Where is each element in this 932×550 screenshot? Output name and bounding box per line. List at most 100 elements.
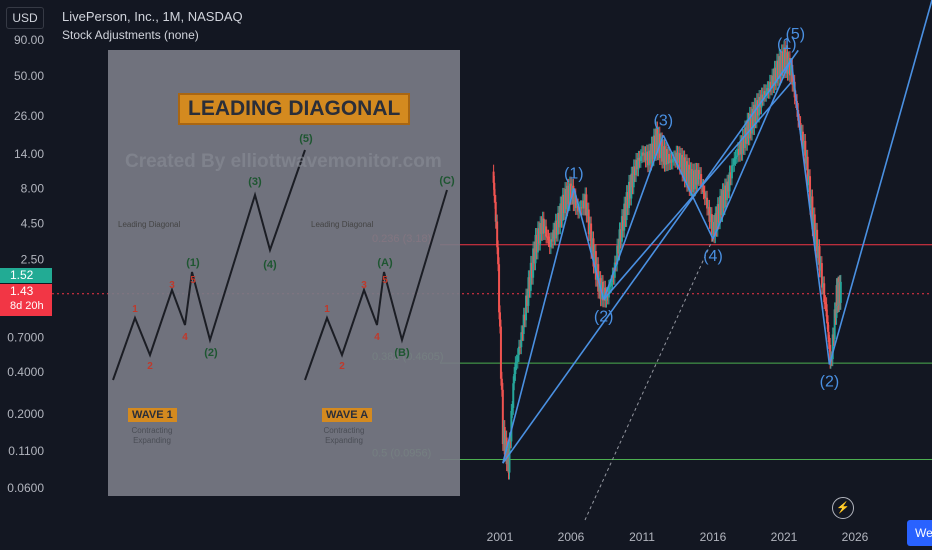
wave-line [502, 188, 575, 464]
candle-body [822, 283, 825, 288]
candle-body [736, 149, 739, 156]
candle-body [532, 248, 535, 278]
candle-body [521, 332, 524, 334]
date-range-button[interactable]: Wee [907, 520, 932, 546]
candle-body [593, 251, 596, 267]
candle-body [514, 363, 517, 375]
candle-body [594, 251, 597, 280]
candle-body [618, 229, 621, 254]
candle-body [721, 190, 724, 216]
y-tick-label: 0.0600 [7, 481, 44, 495]
candle-body [676, 152, 679, 163]
candle-body [803, 140, 806, 149]
wave-label: (5) [786, 26, 806, 43]
candle-body [727, 181, 730, 192]
candle-body [620, 216, 623, 242]
candle-body [819, 263, 822, 271]
candle-body [779, 56, 782, 76]
candle-body [809, 176, 812, 208]
candle-body [743, 127, 746, 149]
candle-body [609, 285, 612, 287]
candle-body [583, 200, 586, 209]
candle-body [708, 206, 711, 222]
candle-body [784, 47, 787, 72]
candle-body [717, 204, 720, 223]
candle-body [767, 88, 770, 92]
candle-body [804, 140, 807, 164]
candle-body [522, 314, 525, 334]
wave-label: (1) [564, 165, 584, 182]
candle-body [680, 154, 683, 168]
candle-body [610, 282, 613, 286]
candle-body [564, 188, 567, 214]
candle-body [611, 274, 614, 283]
currency-button[interactable]: USD [6, 7, 44, 29]
candle-body [641, 152, 643, 157]
candle-body [764, 91, 767, 95]
candle-body [714, 213, 717, 237]
candle-body [570, 183, 572, 198]
y-tick-label: 8.00 [21, 181, 45, 195]
right-diagram-label: Leading Diagonal [311, 220, 374, 229]
candle-body [591, 238, 594, 252]
candle-body [652, 135, 655, 160]
candle-body [729, 172, 732, 179]
candle-body [715, 213, 718, 230]
candle-body [697, 169, 700, 180]
candle-body [664, 149, 667, 165]
candle-body [516, 355, 519, 362]
y-tick-label: 90.00 [14, 33, 44, 47]
candle-body [735, 155, 738, 157]
candle-body [755, 100, 758, 122]
y-tick-label: 0.1100 [8, 444, 44, 458]
candle-body [739, 142, 742, 155]
price-tag-green: 1.52 [0, 268, 52, 283]
candle-body [733, 158, 736, 165]
candle-body [701, 185, 704, 188]
candle-body [738, 149, 741, 155]
candle-body [691, 170, 694, 192]
candle-body [639, 156, 642, 161]
candle-body [689, 169, 692, 190]
wave-label: (2) [594, 309, 614, 326]
candle-body [827, 331, 830, 342]
candle-body [534, 234, 537, 264]
candle-body [747, 119, 750, 139]
candle-body [573, 195, 576, 205]
candle-body [587, 209, 590, 235]
candle-body [801, 131, 804, 149]
candle-body [646, 151, 649, 166]
symbol-title: LivePerson, Inc., 1M, NASDAQ [62, 9, 243, 24]
candle-body [813, 214, 816, 245]
candle-body [552, 229, 555, 242]
candle-body [622, 216, 625, 231]
candle-body [538, 228, 541, 244]
inset-title: LEADING DIAGONAL [178, 93, 411, 125]
candle-body [501, 389, 504, 445]
lightning-icon[interactable]: ⚡ [832, 497, 854, 519]
candle-body [800, 131, 803, 134]
candle-body [558, 212, 561, 228]
candle-body [626, 192, 629, 209]
candle-body [812, 214, 815, 230]
candle-body [635, 159, 638, 176]
candle-body [829, 344, 832, 362]
wave1-note: Contracting Expanding [131, 426, 173, 445]
candle-body [513, 374, 516, 384]
candle-body [512, 383, 515, 408]
candle-body [565, 188, 568, 210]
inset-watermark: Created By elliottwavemonitor.com [125, 151, 442, 172]
candle-body [681, 154, 684, 175]
candle-body [575, 205, 578, 208]
candle-body [536, 228, 539, 253]
candle-body [496, 221, 499, 248]
candle-body [740, 142, 743, 154]
candle-body [588, 223, 591, 235]
candle-body [572, 185, 575, 205]
candle-body [734, 156, 737, 159]
candle-body [817, 246, 820, 258]
candle-body [839, 281, 842, 303]
candle-body [753, 104, 756, 129]
candle-body [785, 52, 788, 72]
candle-body [783, 47, 785, 72]
